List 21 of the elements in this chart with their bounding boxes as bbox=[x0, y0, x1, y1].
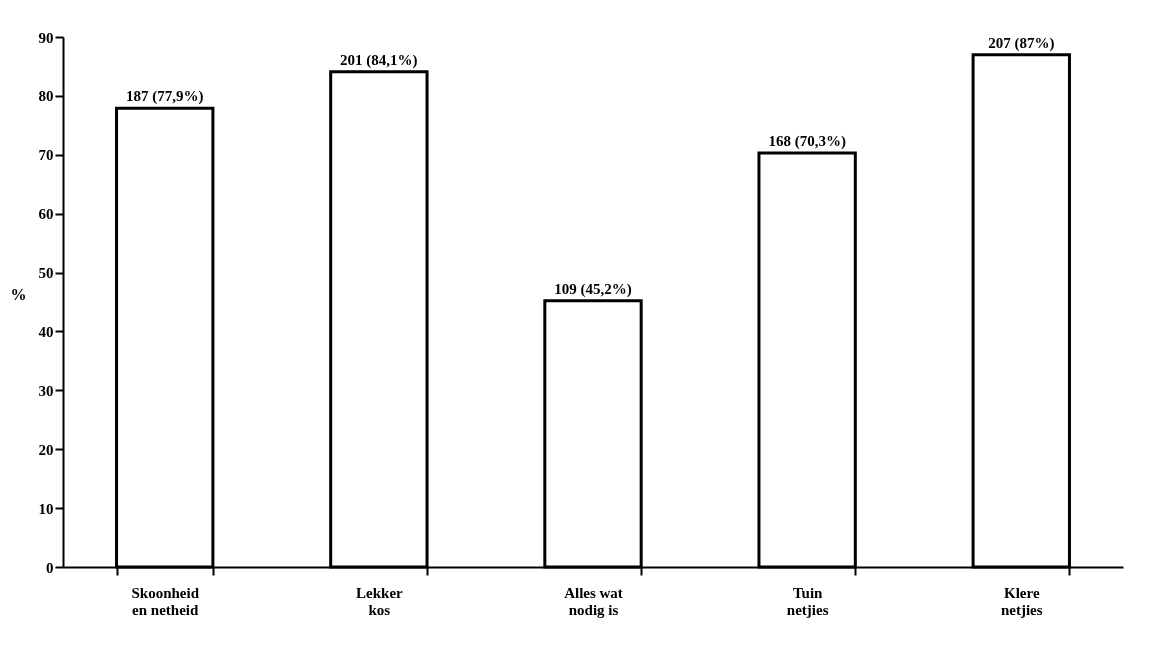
data-label: 109 (45,2%) bbox=[554, 280, 632, 298]
data-label: 187 (77,9%) bbox=[125, 88, 204, 106]
data-label: 207 (87%) bbox=[988, 34, 1055, 52]
y-tick-label: 10 bbox=[38, 500, 54, 517]
x-tick-label: Lekker kos bbox=[356, 584, 404, 618]
data-label: 168 (70,3%) bbox=[768, 133, 846, 151]
y-tick-label: 50 bbox=[38, 265, 54, 282]
y-tick-label: 80 bbox=[38, 88, 54, 105]
x-tick-label: Klere netjies bbox=[1000, 584, 1043, 618]
x-tick-label: Tuin netjies bbox=[786, 584, 829, 618]
x-tick-label: Alles wat nodig is bbox=[564, 584, 623, 618]
y-tick-label: 40 bbox=[38, 323, 54, 340]
y-tick-label: 90 bbox=[38, 29, 54, 46]
y-axis-title: % bbox=[10, 285, 27, 303]
y-tick-label: 0 bbox=[46, 559, 54, 576]
y-tick-label: 60 bbox=[38, 206, 54, 223]
y-tick-label: 30 bbox=[38, 382, 54, 399]
x-tick-label: Skoonheid en netheid bbox=[131, 584, 200, 618]
y-tick-label: 20 bbox=[38, 441, 54, 458]
y-tick-label: 70 bbox=[38, 147, 54, 164]
data-label: 201 (84,1%) bbox=[340, 51, 418, 69]
